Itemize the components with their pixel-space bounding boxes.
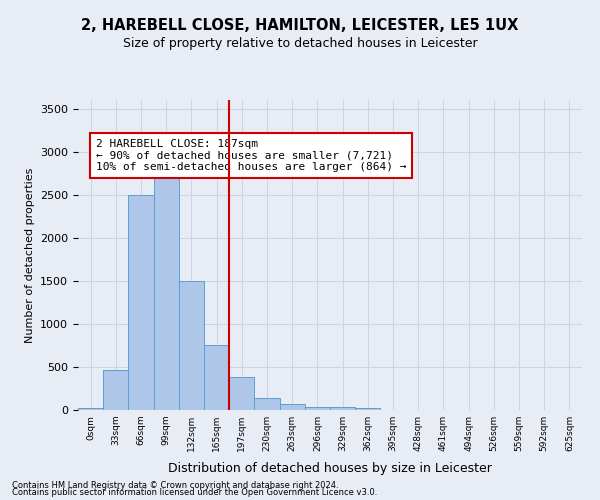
Text: 2, HAREBELL CLOSE, HAMILTON, LEICESTER, LE5 1UX: 2, HAREBELL CLOSE, HAMILTON, LEICESTER, …: [82, 18, 518, 32]
Bar: [128, 194, 154, 410]
Text: Size of property relative to detached houses in Leicester: Size of property relative to detached ho…: [122, 38, 478, 51]
Bar: [355, 408, 380, 410]
Bar: [280, 404, 305, 410]
Bar: [204, 346, 229, 410]
Bar: [154, 169, 179, 410]
Bar: [179, 281, 204, 410]
Bar: [254, 398, 280, 410]
X-axis label: Distribution of detached houses by size in Leicester: Distribution of detached houses by size …: [168, 462, 492, 475]
Text: Contains HM Land Registry data © Crown copyright and database right 2024.: Contains HM Land Registry data © Crown c…: [12, 480, 338, 490]
Text: 2 HAREBELL CLOSE: 187sqm
← 90% of detached houses are smaller (7,721)
10% of sem: 2 HAREBELL CLOSE: 187sqm ← 90% of detach…: [95, 138, 406, 172]
Bar: [305, 406, 330, 410]
Y-axis label: Number of detached properties: Number of detached properties: [25, 168, 35, 342]
Bar: [103, 370, 128, 410]
Bar: [229, 378, 254, 410]
Bar: [78, 408, 103, 410]
Text: Contains public sector information licensed under the Open Government Licence v3: Contains public sector information licen…: [12, 488, 377, 497]
Bar: [330, 406, 355, 410]
